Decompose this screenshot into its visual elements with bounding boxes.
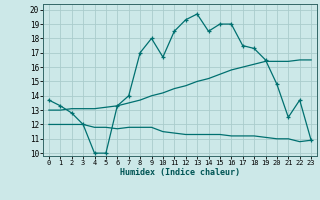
X-axis label: Humidex (Indice chaleur): Humidex (Indice chaleur) bbox=[120, 168, 240, 177]
